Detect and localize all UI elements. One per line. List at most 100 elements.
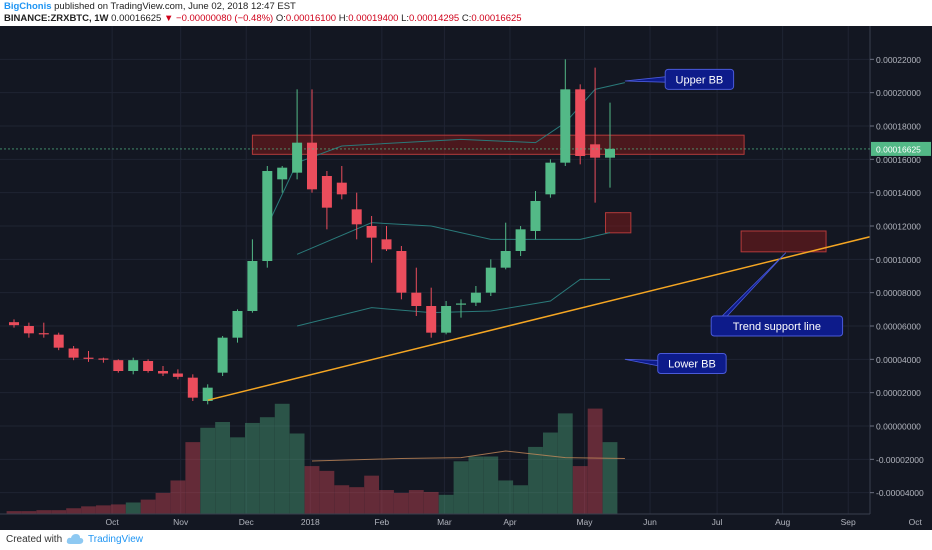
- highlight-zones: [251, 134, 827, 253]
- volume-bar: [6, 511, 22, 514]
- volume-bar: [110, 504, 126, 514]
- candle-body: [292, 142, 303, 173]
- price-tick-label: -0.00004000: [876, 488, 924, 498]
- candlestick-chart[interactable]: Upper BB Trend support line Lower BB 0.000…: [0, 26, 932, 530]
- volume-bar: [304, 466, 320, 514]
- candle: [277, 166, 288, 193]
- trend-line: [207, 220, 932, 401]
- candle-body: [83, 357, 94, 359]
- price-tick-label: 0.00016000: [876, 155, 921, 165]
- candle: [172, 369, 183, 380]
- candle: [605, 102, 615, 188]
- volume-bar: [36, 510, 52, 514]
- candle: [381, 226, 392, 251]
- current-price-tag: [871, 141, 931, 156]
- close-label: C:: [461, 13, 472, 24]
- price-axis-background: [870, 26, 932, 530]
- volume-bar: [498, 480, 514, 514]
- volume-ma-line: [311, 450, 625, 462]
- volume-bar: [349, 487, 365, 514]
- time-tick-label: Feb: [375, 517, 390, 527]
- chart-background: [0, 26, 932, 530]
- candle-body: [336, 182, 347, 195]
- close-value: 0.00016625: [471, 13, 522, 24]
- candle: [411, 267, 422, 316]
- candle: [128, 357, 139, 375]
- candle: [500, 222, 511, 270]
- candle: [262, 166, 273, 268]
- candle-body: [515, 229, 526, 251]
- volume-bar: [51, 510, 67, 514]
- volume-bar: [21, 511, 37, 514]
- volume-bar: [289, 433, 305, 514]
- candle-body: [366, 226, 377, 238]
- symbol-label: BINANCE:ZRXBTC, 1W: [4, 13, 109, 24]
- footer: Created with TradingView: [0, 530, 932, 550]
- volume-bar: [215, 422, 230, 514]
- volume-bar: [483, 456, 499, 514]
- price-tick-label: 0.00010000: [876, 255, 921, 265]
- candle: [23, 322, 34, 338]
- candle-body: [500, 251, 511, 268]
- candle-body: [38, 333, 49, 335]
- candle-body: [575, 89, 586, 156]
- time-tick-label: Jun: [643, 517, 657, 527]
- candle: [530, 191, 541, 240]
- author-link[interactable]: BigChonis: [4, 1, 52, 12]
- price-tick-label: 0.00000000: [876, 422, 921, 432]
- candle-body: [441, 306, 452, 333]
- candle: [515, 226, 526, 256]
- candle-body: [307, 142, 317, 190]
- time-tick-label: Mar: [437, 517, 452, 527]
- chart-header: BigChonis published on TradingView.com, …: [0, 0, 932, 26]
- price-change: ▼ −0.00000080 (−0.48%): [163, 13, 274, 24]
- time-tick-label: Apr: [503, 517, 516, 527]
- candle: [396, 246, 407, 300]
- volume-bar: [140, 499, 156, 514]
- volume-bar: [379, 490, 394, 514]
- time-axis[interactable]: Oct Nov Dec 2018 Feb Mar Apr May Jun Jul Aug Sep Oct: [0, 513, 923, 530]
- volume-bar: [274, 403, 290, 514]
- candle: [351, 192, 362, 240]
- bb-upper-line: [266, 82, 626, 227]
- time-tick-label: Jul: [712, 517, 723, 527]
- volume-bar: [155, 492, 171, 514]
- low-label: L:: [401, 13, 410, 24]
- candle: [366, 216, 377, 263]
- highlight-zone: [740, 230, 827, 253]
- volume-bar: [66, 508, 81, 514]
- candle-body: [351, 209, 362, 225]
- candle: [187, 374, 198, 401]
- candle-body: [232, 311, 243, 338]
- candle: [247, 239, 258, 313]
- volume-bar: [572, 466, 588, 514]
- candle: [292, 89, 303, 180]
- price-tick-label: 0.00002000: [876, 388, 921, 398]
- volume-bar: [587, 408, 603, 514]
- open-value: 0.00016100: [285, 13, 337, 24]
- price-tick-label: 0.00014000: [876, 188, 921, 198]
- tradingview-link[interactable]: TradingView: [88, 534, 144, 545]
- bb-lower-line: [296, 278, 610, 327]
- volume-bar: [230, 437, 245, 514]
- candle: [321, 171, 332, 230]
- candle: [426, 287, 437, 338]
- annotations: Upper BB Trend support line Lower BB: [624, 68, 844, 374]
- volume-bar: [96, 505, 111, 514]
- volume-bar: [319, 470, 335, 514]
- volume-bar: [334, 485, 350, 514]
- volume-bar: [200, 427, 216, 514]
- candle-body: [396, 251, 407, 293]
- candle: [456, 299, 466, 318]
- time-tick-label: Oct: [106, 517, 120, 527]
- candle: [158, 366, 168, 376]
- price-axis[interactable]: 0.00022000 0.00020000 0.00018000 0.00016000…: [0, 26, 932, 530]
- candle: [560, 59, 571, 166]
- publish-line: BigChonis published on TradingView.com, …: [4, 1, 296, 13]
- volume-bar: [453, 461, 469, 514]
- time-tick-label: Nov: [173, 517, 189, 527]
- candle-body: [217, 337, 228, 373]
- volume-bar: [513, 485, 528, 514]
- price-tick-label: 0.00012000: [876, 222, 921, 232]
- price-tick-label: 0.00018000: [876, 122, 921, 132]
